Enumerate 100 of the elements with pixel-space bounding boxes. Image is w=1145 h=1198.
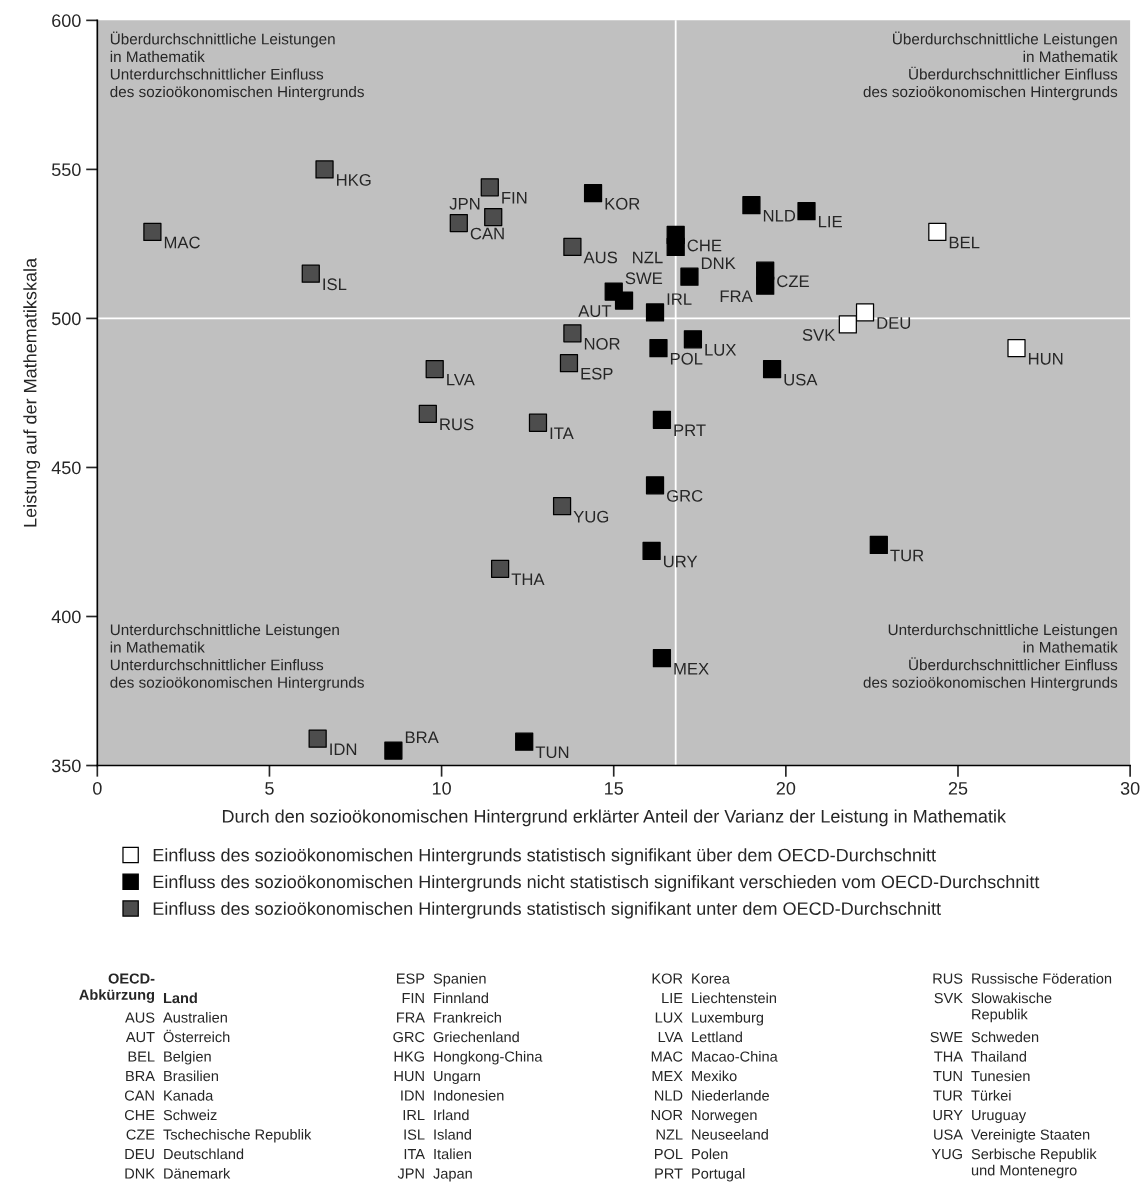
text: CAN Kanada bbox=[124, 1090, 214, 1101]
point bbox=[484, 207, 503, 227]
y-axis-title: Leistung auf der Mathematikskala bbox=[23, 257, 41, 527]
y-tick-label: 400 bbox=[51, 610, 81, 624]
data-label: FRA bbox=[720, 290, 753, 302]
point bbox=[563, 237, 582, 257]
data-label: GRC bbox=[666, 489, 703, 502]
data-label: NOR bbox=[584, 337, 620, 350]
text: FRA Frankreich bbox=[397, 1012, 501, 1023]
point bbox=[315, 160, 334, 179]
text: HUN Ungarn bbox=[394, 1071, 480, 1085]
text: SVK Slowakische Republik bbox=[934, 992, 1052, 1023]
point bbox=[559, 354, 579, 373]
text: NLD Niederlande bbox=[655, 1090, 769, 1101]
data-label: ISL bbox=[323, 278, 347, 291]
data-label: BRA bbox=[405, 731, 439, 743]
annotation: Unterdurchschnittliche Leistungen in Mathematik Unterdurchschnittlicher Einfluss des sozioökonomischen Hintergrunds bbox=[110, 623, 364, 691]
data-label: LVA bbox=[447, 373, 475, 386]
text: BEL Belgien bbox=[128, 1051, 211, 1065]
x-tick-label: 15 bbox=[605, 782, 624, 795]
text: CHE Schweiz bbox=[124, 1109, 217, 1121]
text: RUS Russische Föderation bbox=[933, 973, 1112, 984]
text: KOR Korea bbox=[652, 973, 730, 984]
x-tick-label: 20 bbox=[776, 781, 796, 795]
point bbox=[680, 267, 699, 286]
point bbox=[384, 741, 403, 760]
y-tick-label: 350 bbox=[51, 759, 81, 773]
point bbox=[301, 264, 320, 283]
data-label: NZL bbox=[633, 251, 663, 264]
text: IDN Indonesien bbox=[401, 1090, 504, 1101]
data-label: ESP bbox=[581, 367, 613, 380]
text: JPN Japan bbox=[397, 1168, 472, 1182]
x-tick-label: 0 bbox=[93, 781, 102, 795]
point bbox=[645, 303, 665, 322]
data-label: YUG bbox=[573, 510, 609, 523]
point bbox=[480, 178, 499, 197]
data-label: ITA bbox=[550, 427, 574, 439]
data-label: HKG bbox=[337, 174, 371, 186]
text: ISL Island bbox=[404, 1129, 471, 1140]
point bbox=[762, 359, 782, 379]
text: HKG Hongkong-China bbox=[394, 1051, 543, 1065]
data-label: THA bbox=[511, 573, 545, 586]
x-axis-title: Durch den sozioökonomischen Hintergrund erklärter Anteil der Varianz der Leistung in Mathematik bbox=[222, 809, 1007, 827]
text: CZE Tschechische Republik bbox=[126, 1129, 312, 1143]
data-label: KOR bbox=[605, 197, 640, 210]
point bbox=[308, 729, 327, 748]
text: THA Thailand bbox=[934, 1051, 1026, 1062]
y-tick-label: 450 bbox=[51, 461, 81, 475]
text: IRL Irland bbox=[403, 1109, 469, 1121]
data-label: CAN bbox=[470, 227, 504, 240]
text: MAC Macao-China bbox=[651, 1051, 778, 1062]
x-tick-label: 10 bbox=[432, 781, 451, 795]
data-label: SWE bbox=[625, 272, 663, 285]
data-label: MAC bbox=[164, 236, 200, 249]
data-label: USA bbox=[784, 373, 818, 386]
annotation: Überdurchschnittliche Leistungen in Mathematik Überdurchschnittlicher Einfluss des sozioökonomischen Hintergrunds bbox=[863, 31, 1118, 101]
point bbox=[666, 237, 685, 257]
y-tick-label: 600 bbox=[52, 14, 81, 28]
data-label: HUN bbox=[1028, 353, 1063, 365]
data-label: AUS bbox=[583, 251, 618, 264]
text: NZL Neuseeland bbox=[656, 1129, 768, 1140]
point bbox=[652, 649, 672, 668]
data-label: LUX bbox=[705, 344, 737, 356]
data-label: RUS bbox=[440, 418, 474, 431]
x-tick-label: 25 bbox=[948, 781, 968, 795]
point bbox=[797, 201, 816, 221]
text: ESP Spanien bbox=[397, 973, 486, 987]
text: DNK Dänemark bbox=[125, 1168, 231, 1179]
point bbox=[515, 732, 534, 751]
text: NOR Norwegen bbox=[651, 1109, 757, 1124]
data-label: URY bbox=[663, 555, 698, 568]
point bbox=[642, 541, 661, 561]
point bbox=[449, 213, 468, 233]
data-label: CHE bbox=[687, 239, 722, 252]
point bbox=[742, 196, 761, 215]
legend-label: Einfluss des sozioökonomischen Hintergrunds statistisch signifikant über dem OECD-Durchschnitt bbox=[153, 848, 936, 866]
text: PRT Portugal bbox=[655, 1168, 745, 1182]
point bbox=[418, 404, 437, 423]
text: GRC Griechenland bbox=[393, 1031, 519, 1043]
text: TUR Türkei bbox=[933, 1090, 1011, 1101]
data-label: TUN bbox=[535, 746, 569, 759]
data-label: SVK bbox=[802, 329, 836, 341]
data-label: IDN bbox=[330, 743, 357, 755]
point bbox=[683, 330, 703, 349]
text: TUN Tunesien bbox=[933, 1070, 1030, 1082]
text: BRA Brasilien bbox=[126, 1070, 218, 1082]
point bbox=[490, 559, 510, 578]
text: FIN Finnland bbox=[402, 992, 488, 1004]
point bbox=[869, 535, 888, 555]
text: OECD- Abkürzung Land bbox=[79, 973, 197, 1004]
point bbox=[756, 276, 775, 295]
point bbox=[855, 303, 875, 322]
y-tick-label: 550 bbox=[51, 163, 81, 177]
legend-label: Einfluss des sozioökonomischen Hintergrunds statistisch signifikant unter dem OECD-Durchschnitt bbox=[153, 901, 941, 919]
annotation: Überdurchschnittliche Leistungen in Mathematik Unterdurchschnittlicher Einfluss des sozioökonomischen Hintergrunds bbox=[110, 31, 364, 101]
text: USA Vereinigte Staaten bbox=[934, 1129, 1090, 1143]
data-label: FIN bbox=[502, 192, 527, 204]
x-tick-label: 5 bbox=[265, 782, 274, 795]
point bbox=[645, 476, 665, 495]
point bbox=[143, 222, 162, 242]
